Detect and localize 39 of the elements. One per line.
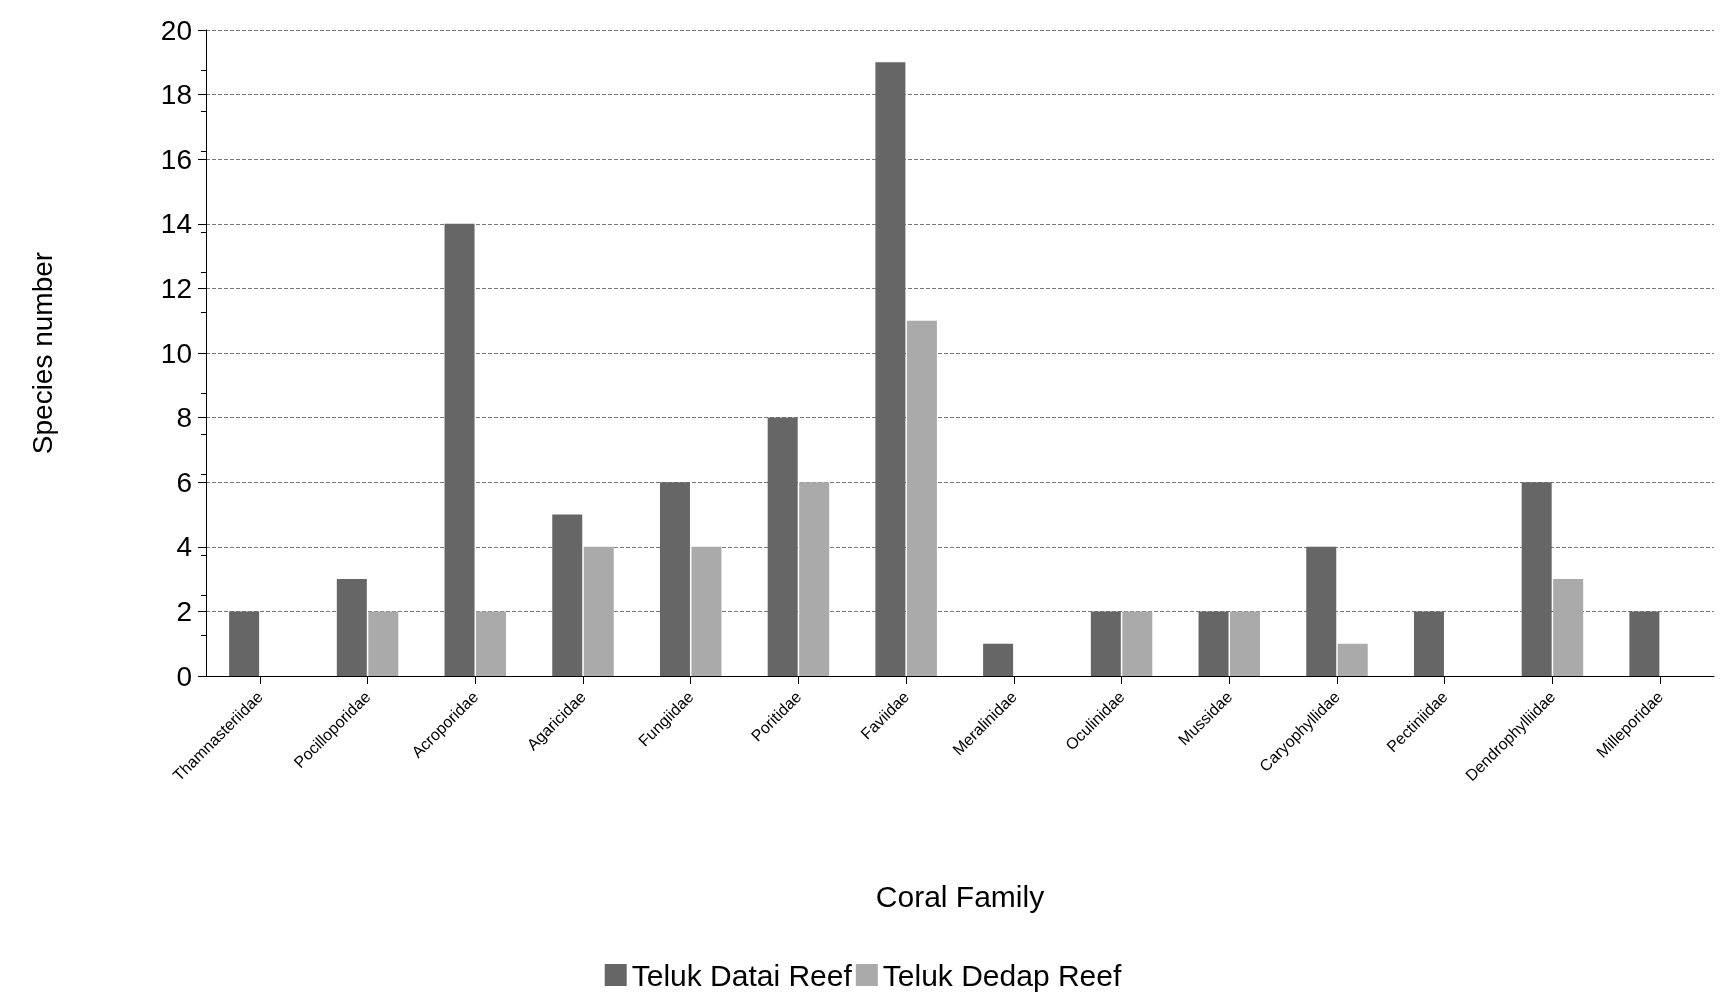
bar [1306, 546, 1337, 676]
y-axis-title: Species number [26, 251, 58, 455]
y-tick-label: 2 [176, 595, 192, 627]
bar [767, 417, 798, 676]
bar [1413, 611, 1444, 676]
bar [336, 579, 367, 676]
bar [1090, 611, 1121, 676]
y-tick-label: 4 [176, 531, 192, 563]
bar [1521, 482, 1552, 676]
bar [659, 482, 690, 676]
bar [552, 514, 583, 676]
y-tick-label: 16 [160, 143, 192, 175]
bar [1553, 579, 1584, 676]
bar [1198, 611, 1229, 676]
y-tick-label: 8 [176, 402, 192, 434]
bar [875, 62, 906, 676]
bar [983, 643, 1014, 676]
legend-label: Teluk Datai Reef [631, 958, 853, 992]
y-tick-label: 12 [160, 272, 192, 304]
bar [583, 546, 614, 676]
y-tick-label: 14 [160, 208, 192, 240]
bar [444, 223, 475, 676]
bar [1122, 611, 1153, 676]
y-tick-label: 10 [160, 337, 192, 369]
bar [1230, 611, 1261, 676]
bar [1629, 611, 1660, 676]
x-axis-title: Coral Family [875, 879, 1045, 913]
bar [229, 611, 260, 676]
bar [368, 611, 399, 676]
y-tick-label: 20 [160, 14, 192, 46]
bar [1337, 643, 1368, 676]
y-tick-label: 6 [176, 466, 192, 498]
y-tick-label: 0 [176, 660, 192, 692]
y-tick-label: 18 [160, 79, 192, 111]
bar [476, 611, 507, 676]
bar [691, 546, 722, 676]
legend-label: Teluk Dedap Reef [882, 958, 1122, 992]
bar [799, 482, 830, 676]
bar [906, 320, 937, 676]
